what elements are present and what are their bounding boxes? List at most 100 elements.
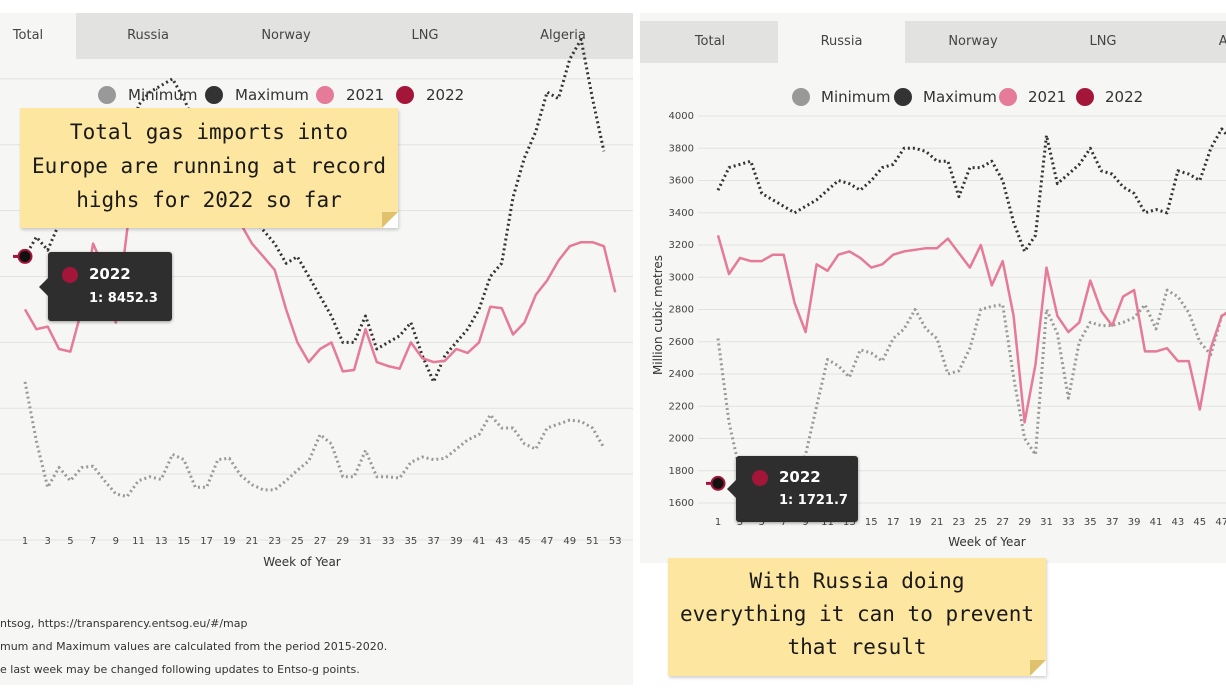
y-tick-label: 1600 xyxy=(669,498,694,509)
x-tick-label: 49 xyxy=(563,536,576,547)
x-tick-label: 43 xyxy=(1172,517,1185,528)
tooltip-pointer xyxy=(727,480,736,498)
legend-item-2021[interactable]: 2021 xyxy=(999,88,1066,106)
legend-item-maximum[interactable]: Maximum xyxy=(205,86,309,104)
series-points xyxy=(17,248,33,264)
legend-swatch-2022 xyxy=(1076,88,1094,106)
region-tab-bar: Total Russia Norway LNG Algeria xyxy=(0,13,633,59)
x-tick-label: 27 xyxy=(314,536,327,547)
y-tick-label: 3000 xyxy=(669,272,694,283)
tab-algeria[interactable]: Algeria xyxy=(540,28,586,43)
data-point-2022[interactable] xyxy=(17,248,33,264)
legend-item-2022[interactable]: 2022 xyxy=(1076,88,1143,106)
legend-item-maximum[interactable]: Maximum xyxy=(894,88,997,106)
x-tick-label: 45 xyxy=(518,536,531,547)
right-chart-svg: Minimum Maximum 2021 2022 1600 1800 2000 22… xyxy=(651,88,1226,549)
tooltip-series-name: 2022 xyxy=(779,468,821,486)
x-tick-label: 25 xyxy=(291,536,304,547)
data-point-2022[interactable] xyxy=(710,475,726,491)
x-tick-label: 1 xyxy=(715,517,721,528)
x-tick-label: 23 xyxy=(268,536,281,547)
x-tick-label: 51 xyxy=(586,536,599,547)
legend-label-2021: 2021 xyxy=(1028,88,1066,106)
legend-label-minimum: Minimum xyxy=(128,86,198,104)
x-tick-label: 3 xyxy=(737,517,743,528)
x-tick-label: 15 xyxy=(865,517,878,528)
tab-lng[interactable]: LNG xyxy=(411,28,439,43)
x-tick-label: 11 xyxy=(132,536,145,547)
legend-item-minimum[interactable]: Minimum xyxy=(792,88,891,106)
x-tick-label: 41 xyxy=(1150,517,1163,528)
x-tick-label: 27 xyxy=(996,517,1009,528)
x-tick-label: 21 xyxy=(931,517,944,528)
y-tick-label: 1800 xyxy=(669,466,694,477)
x-tick-label: 9 xyxy=(802,517,808,528)
note-line-2: everything it can to prevent xyxy=(679,602,1034,626)
tab-norway[interactable]: Norway xyxy=(261,28,311,43)
tab-total[interactable]: Total xyxy=(694,34,726,49)
x-tick-label: 13 xyxy=(155,536,168,547)
x-tick-label: 43 xyxy=(495,536,508,547)
region-tab-bar: Total Russia Norway LNG Al xyxy=(640,21,1226,63)
x-tick-label: 37 xyxy=(1106,517,1119,528)
x-tick-label: 33 xyxy=(1062,517,1075,528)
x-tick-label: 5 xyxy=(67,536,73,547)
note-fold-corner xyxy=(382,212,398,228)
tab-russia[interactable]: Russia xyxy=(778,21,905,63)
x-tick-label: 47 xyxy=(541,536,554,547)
series-points xyxy=(710,475,726,491)
chart-legend: Minimum Maximum 2021 2022 xyxy=(98,86,464,104)
chart-legend: Minimum Maximum 2021 2022 xyxy=(792,88,1143,106)
note-fold-corner xyxy=(1030,660,1046,676)
legend-item-2022[interactable]: 2022 xyxy=(396,86,464,104)
legend-swatch-2022 xyxy=(396,86,414,104)
annotation-note-left: Total gas imports into Europe are runnin… xyxy=(20,108,398,228)
x-tick-label: 7 xyxy=(781,517,787,528)
legend-label-2022: 2022 xyxy=(1105,88,1143,106)
x-tick-label: 31 xyxy=(359,536,372,547)
tooltip-series-name: 2022 xyxy=(89,265,131,283)
tab-norway[interactable]: Norway xyxy=(948,34,998,49)
x-tick-label: 3 xyxy=(45,536,51,547)
annotation-note-right: With Russia doing everything it can to p… xyxy=(668,558,1046,676)
x-tick-label: 19 xyxy=(223,536,236,547)
note-line-2: Europe are running at record xyxy=(31,154,386,178)
legend-swatch-maximum xyxy=(205,86,223,104)
x-tick-label: 31 xyxy=(1040,517,1053,528)
x-tick-label: 33 xyxy=(382,536,395,547)
tab-russia[interactable]: Russia xyxy=(127,28,169,43)
note-line-1: With Russia doing xyxy=(749,569,965,593)
tooltip-value: 1: 1721.7 xyxy=(779,493,848,508)
source-footnote: ntsog, https://transparency.entsog.eu/#/… xyxy=(0,617,248,630)
x-tick-label: 29 xyxy=(336,536,349,547)
x-tick-label: 21 xyxy=(246,536,259,547)
series-lines xyxy=(706,127,1226,490)
tab-total[interactable]: Total xyxy=(0,13,76,59)
tooltip-2022-left: 2022 1: 8452.3 xyxy=(39,252,172,321)
note-line-1: Total gas imports into xyxy=(69,120,349,144)
note-line-3: highs for 2022 so far xyxy=(76,188,342,212)
x-tick-label: 17 xyxy=(200,536,213,547)
x-tick-label: 37 xyxy=(427,536,440,547)
legend-swatch-minimum xyxy=(792,88,810,106)
tab-algeria[interactable]: Al xyxy=(1218,34,1226,49)
series-line-minimum xyxy=(23,381,606,498)
x-tick-label: 5 xyxy=(759,517,765,528)
x-tick-label: 29 xyxy=(1018,517,1031,528)
x-tick-label: 45 xyxy=(1193,517,1206,528)
legend-label-minimum: Minimum xyxy=(821,88,891,106)
x-tick-label: 53 xyxy=(609,536,622,547)
y-tick-label: 3200 xyxy=(669,240,694,251)
x-tick-label: 47 xyxy=(1215,517,1226,528)
y-tick-label: 2400 xyxy=(669,369,694,380)
x-tick-label: 23 xyxy=(953,517,966,528)
series-line-maximum xyxy=(716,127,1226,253)
x-tick-label: 39 xyxy=(450,536,463,547)
tab-lng[interactable]: LNG xyxy=(1089,34,1117,49)
legend-item-2021[interactable]: 2021 xyxy=(316,86,384,104)
legend-label-maximum: Maximum xyxy=(923,88,997,106)
x-axis-title: Week of Year xyxy=(263,555,341,569)
legend-swatch-maximum xyxy=(894,88,912,106)
x-tick-label: 7 xyxy=(90,536,96,547)
y-tick-label: 4000 xyxy=(669,111,694,122)
